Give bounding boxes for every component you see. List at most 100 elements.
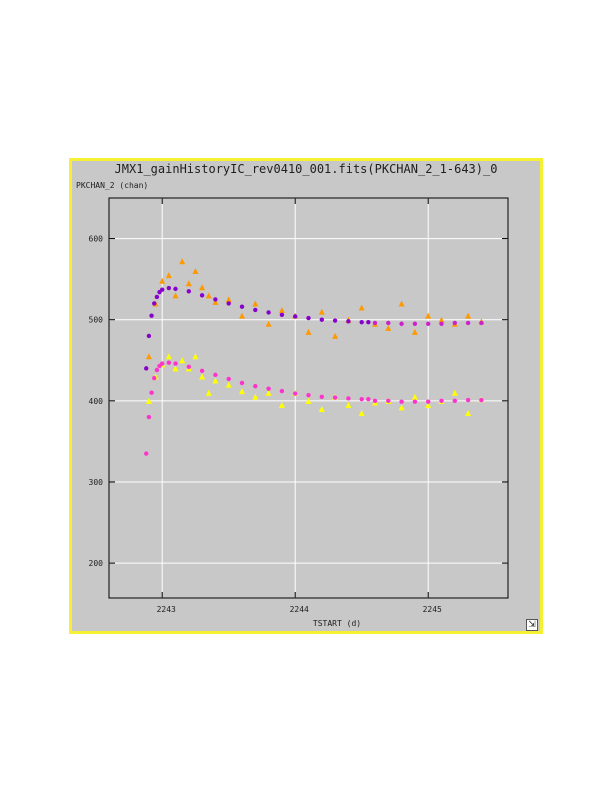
- fit-point: [386, 320, 391, 326]
- fit-point: [279, 388, 285, 394]
- fit-point: [226, 376, 231, 382]
- data-point-triangle: [172, 292, 179, 299]
- fit-point: [186, 289, 191, 294]
- fit-point: [332, 395, 338, 400]
- data-point-triangle: [265, 389, 272, 396]
- data-point-triangle: [212, 377, 219, 384]
- y-axis-label: PKCHAN_2 (chan): [76, 181, 149, 190]
- fit-point: [372, 320, 378, 326]
- fit-point: [144, 366, 149, 371]
- fit-point: [279, 312, 285, 318]
- data-point-triangle: [345, 401, 352, 408]
- fit-point: [386, 398, 391, 404]
- fit-point: [332, 318, 338, 323]
- data-point-triangle: [318, 405, 325, 412]
- fit-point: [266, 310, 271, 315]
- fit-point: [412, 399, 418, 404]
- data-point-triangle: [192, 353, 199, 360]
- fit-point: [253, 384, 258, 389]
- fit-point: [199, 293, 205, 298]
- data-point-triangle: [278, 401, 285, 408]
- fit-point: [152, 301, 157, 306]
- x-tick-label: 2245: [423, 605, 442, 614]
- y-tick-label: 300: [89, 478, 104, 487]
- fit-point: [173, 361, 178, 366]
- fit-point: [412, 321, 418, 326]
- fit-point: [399, 321, 404, 326]
- data-point-triangle: [212, 298, 219, 305]
- fit-point: [426, 321, 431, 326]
- fit-point: [173, 286, 178, 292]
- data-point-triangle: [225, 381, 232, 388]
- data-point-triangle: [252, 300, 259, 307]
- fit-point: [266, 386, 271, 391]
- data-point-triangle: [185, 280, 192, 287]
- fit-point: [160, 287, 165, 292]
- plot-window: JMX1_gainHistoryIC_rev0410_001.fits(PKCH…: [69, 158, 543, 634]
- fit-point: [166, 285, 172, 291]
- fit-point: [359, 319, 364, 325]
- fit-point: [144, 451, 149, 456]
- x-axis-label: TSTART (d): [312, 619, 362, 628]
- fit-point: [146, 333, 152, 339]
- x-tick-label: 2244: [290, 605, 309, 614]
- data-point-triangle: [165, 272, 172, 279]
- data-point-triangle: [305, 397, 312, 404]
- x-tick-label: 2243: [157, 605, 176, 614]
- fit-point: [199, 368, 205, 374]
- data-point-triangle: [159, 277, 166, 284]
- fit-point: [186, 364, 191, 369]
- fit-point: [439, 398, 444, 404]
- y-tick-label: 600: [89, 235, 104, 244]
- data-point-triangle: [278, 306, 285, 313]
- fit-point: [239, 380, 245, 386]
- fit-point: [319, 317, 324, 322]
- y-tick-label: 200: [89, 559, 104, 568]
- data-point-triangle: [192, 268, 199, 275]
- data-point-triangle: [199, 373, 206, 380]
- data-point-triangle: [252, 393, 259, 400]
- fit-point: [152, 375, 157, 381]
- resize-handle-icon[interactable]: ⇲: [526, 619, 538, 631]
- fit-point: [346, 396, 351, 401]
- fit-point: [149, 313, 154, 318]
- data-point-triangle: [239, 312, 245, 319]
- y-tick-label: 400: [89, 397, 104, 406]
- fit-point: [465, 397, 471, 403]
- fit-point: [346, 319, 351, 324]
- data-point-triangle: [425, 312, 432, 319]
- data-point-triangle: [205, 292, 212, 299]
- fit-point: [213, 372, 218, 378]
- fit-point: [226, 301, 231, 306]
- fit-point: [149, 390, 154, 395]
- data-point-triangle: [265, 320, 272, 327]
- fit-point: [306, 392, 311, 398]
- data-point-triangle: [358, 304, 365, 311]
- data-point-triangle: [425, 401, 432, 408]
- data-point-triangle: [205, 389, 212, 396]
- data-point-triangle: [165, 353, 172, 360]
- fit-point: [213, 297, 218, 302]
- fit-point: [452, 398, 457, 404]
- fit-point: [366, 319, 371, 325]
- data-point-triangle: [398, 300, 405, 307]
- data-point-triangle: [438, 316, 445, 323]
- fit-point: [479, 320, 484, 326]
- fit-point: [479, 397, 484, 403]
- fit-point: [366, 397, 371, 402]
- fit-point: [372, 398, 378, 404]
- data-point-triangle: [385, 324, 392, 331]
- data-point-triangle: [358, 410, 365, 417]
- data-point-triangle: [225, 296, 232, 303]
- fit-point: [293, 391, 298, 396]
- fit-point: [154, 294, 160, 300]
- data-point-triangle: [179, 357, 186, 364]
- data-point-triangle: [332, 332, 339, 339]
- fit-point: [154, 367, 160, 373]
- fit-point: [166, 360, 172, 365]
- fit-point: [319, 394, 324, 399]
- data-point-triangle: [411, 393, 418, 400]
- chart-title: JMX1_gainHistoryIC_rev0410_001.fits(PKCH…: [114, 162, 498, 176]
- fit-point: [146, 414, 152, 420]
- data-point-triangle: [305, 328, 312, 335]
